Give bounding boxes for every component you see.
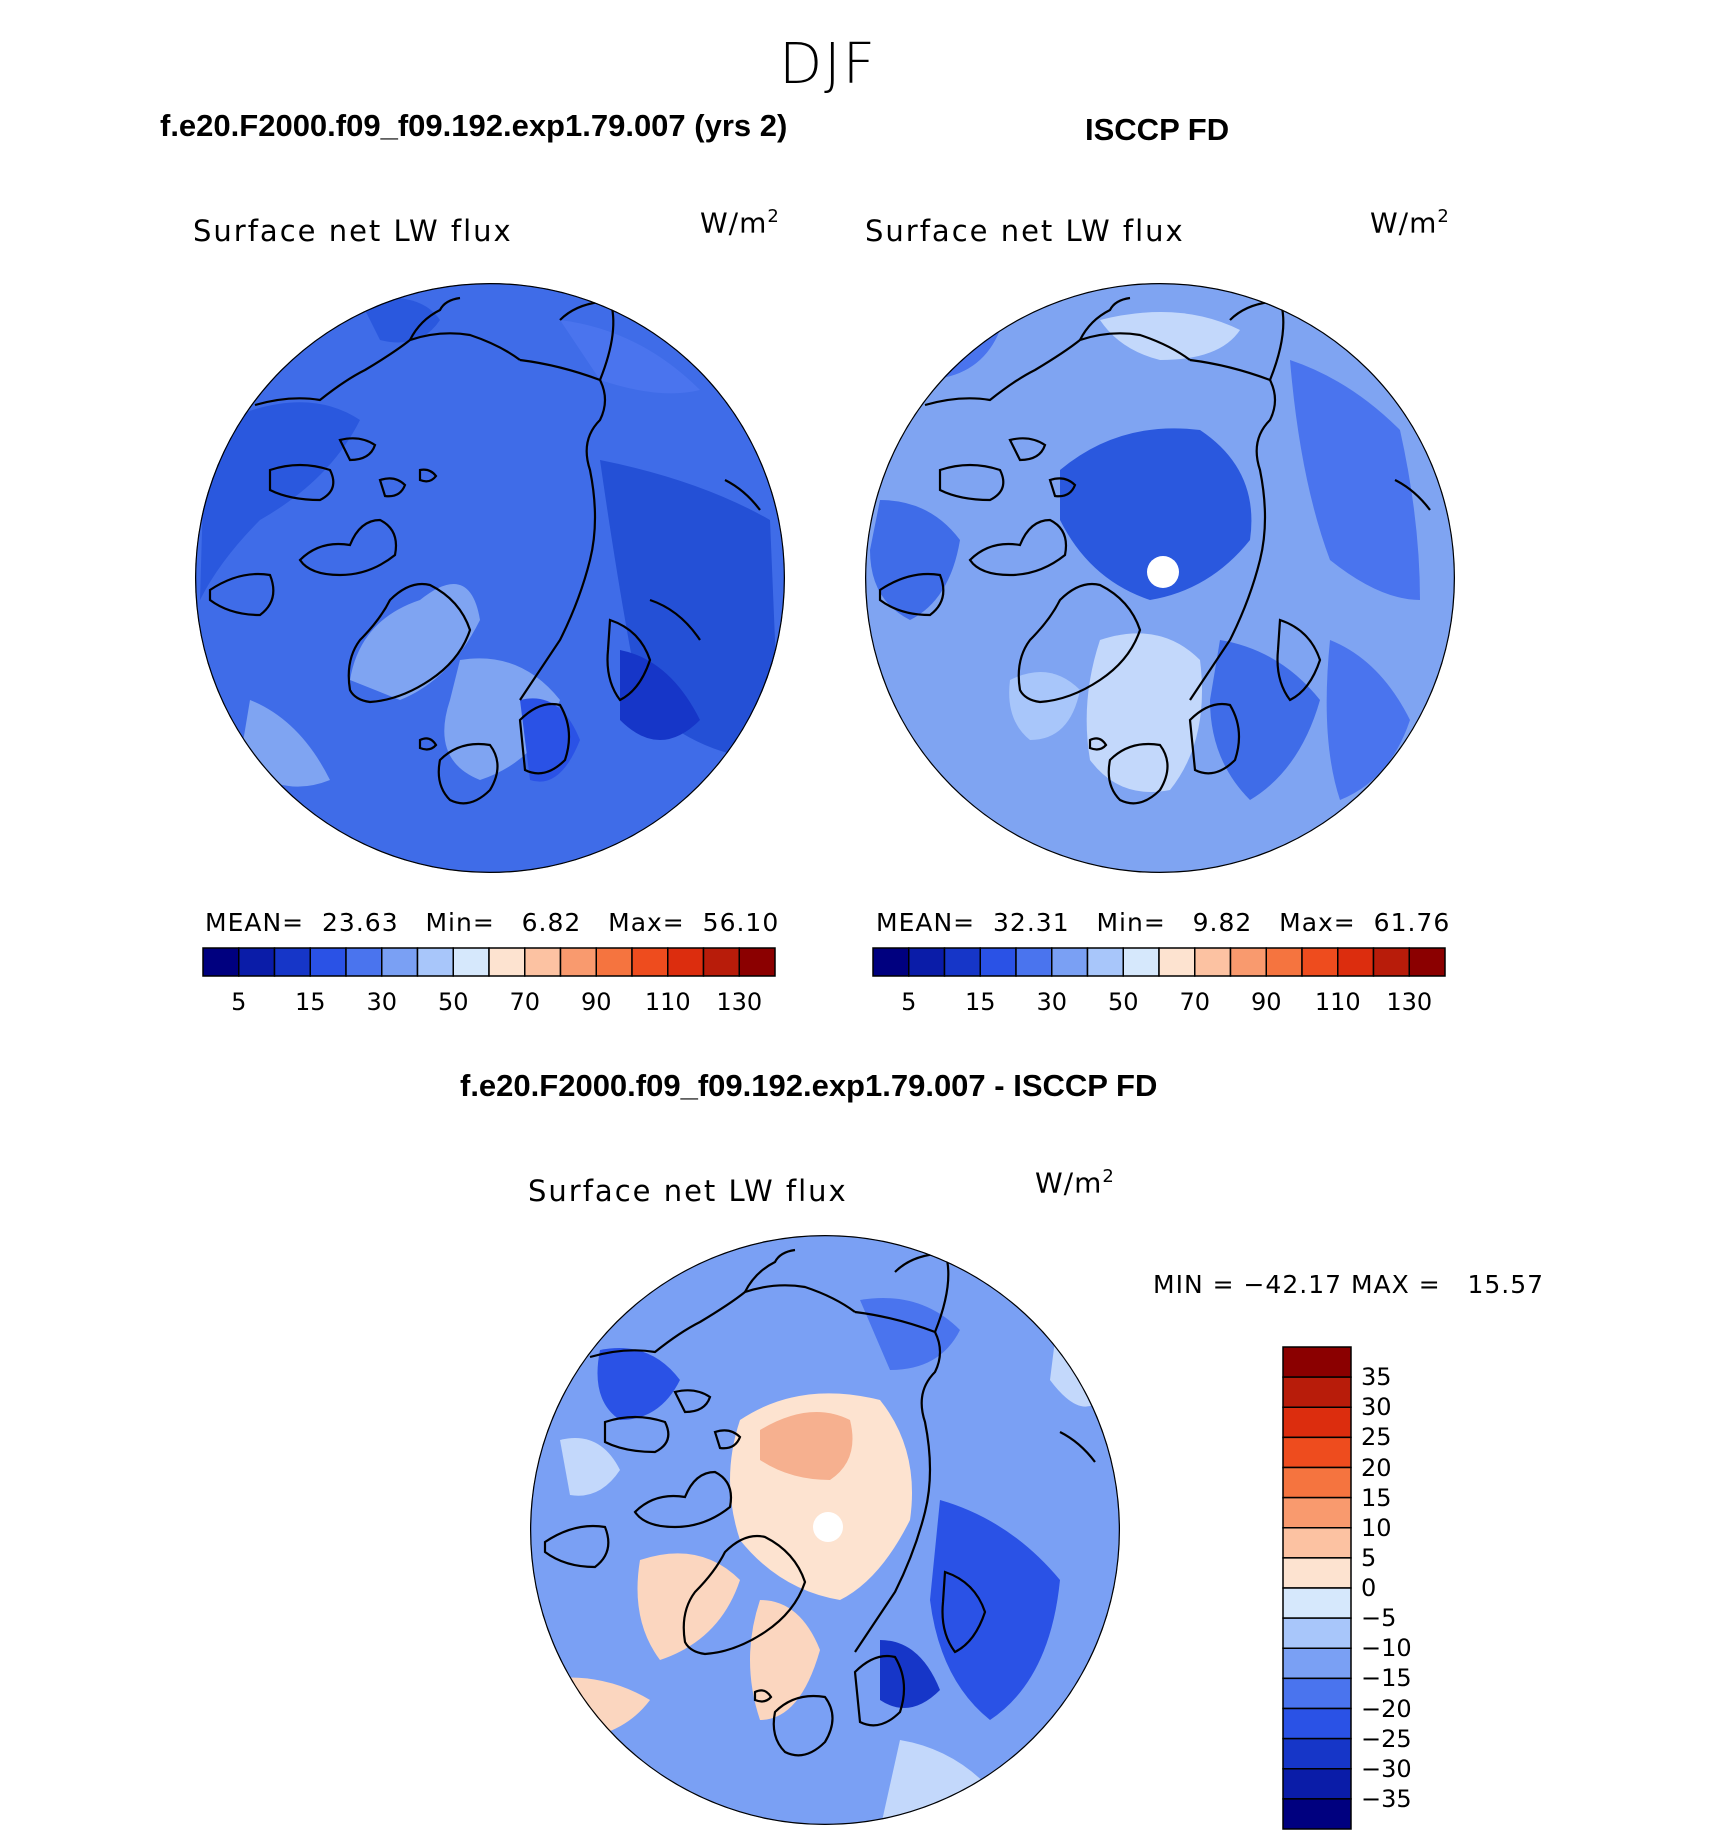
diff-variable-label: Surface net LW flux	[528, 1174, 848, 1208]
colorbar-tick-label: −35	[1361, 1784, 1412, 1813]
colorbar-swatch	[1282, 1707, 1352, 1740]
colorbar-swatch	[1282, 1406, 1352, 1439]
colorbar-tick-label: 110	[644, 988, 691, 1016]
colorbar-swatch	[872, 947, 910, 977]
colorbar-tick-label: 30	[366, 988, 398, 1016]
obs-variable-label: Surface net LW flux	[865, 214, 1185, 248]
obs-panel-title: ISCCP FD	[1085, 112, 1230, 147]
colorbar-tick-label: 110	[1314, 988, 1361, 1016]
colorbar-swatch	[1282, 1557, 1352, 1589]
colorbar-swatch	[1282, 1798, 1352, 1830]
colorbar-swatch	[908, 947, 946, 977]
colorbar-swatch	[1372, 947, 1410, 977]
colorbar-swatch	[1158, 947, 1196, 977]
colorbar-swatch	[1265, 947, 1303, 977]
colorbar-swatch	[1282, 1376, 1352, 1408]
colorbar-swatch	[943, 947, 981, 977]
colorbar-swatch	[1122, 947, 1160, 977]
colorbar-tick-label: 30	[1361, 1393, 1392, 1422]
colorbar-swatch	[1015, 947, 1053, 977]
obs-stats: MEAN= 32.31 Min= 9.82 Max= 61.76	[876, 908, 1451, 937]
colorbar-tick-label: 15	[964, 988, 996, 1016]
colorbar-swatch	[1282, 1768, 1352, 1800]
colorbar-tick-label: 130	[1386, 988, 1433, 1016]
colorbar-swatch	[1051, 947, 1089, 977]
colorbar-tick-label: 25	[1361, 1423, 1392, 1452]
colorbar-swatch	[1086, 947, 1124, 977]
colorbar-swatch	[309, 947, 347, 977]
season-title: DJF	[779, 32, 877, 97]
colorbar-swatch	[381, 947, 419, 977]
model-variable-label: Surface net LW flux	[193, 214, 513, 248]
colorbar-tick-label: 15	[294, 988, 326, 1016]
colorbar-swatch	[559, 947, 597, 977]
model-units: W/m2	[700, 206, 780, 240]
colorbar-tick-label: 35	[1361, 1363, 1392, 1392]
obs-units: W/m2	[1370, 206, 1450, 240]
colorbar-swatch	[1229, 947, 1267, 977]
colorbar-swatch	[667, 947, 705, 977]
colorbar-swatch	[273, 947, 311, 977]
colorbar-swatch	[738, 947, 776, 977]
obs-colorbar	[872, 947, 1446, 977]
colorbar-tick-label: 70	[509, 988, 541, 1016]
colorbar-swatch	[595, 947, 633, 977]
colorbar-swatch	[1337, 947, 1375, 977]
colorbar-tick-label: −20	[1361, 1694, 1412, 1723]
colorbar-swatch	[488, 947, 526, 977]
colorbar-swatch	[524, 947, 562, 977]
colorbar-tick-label: 30	[1036, 988, 1068, 1016]
colorbar-tick-label: 130	[716, 988, 763, 1016]
colorbar-tick-label: 70	[1179, 988, 1211, 1016]
colorbar-tick-label: 5	[901, 988, 917, 1016]
diff-units: W/m2	[1035, 1166, 1115, 1200]
colorbar-tick-label: 20	[1361, 1453, 1392, 1482]
colorbar-swatch	[631, 947, 669, 977]
colorbar-swatch	[238, 947, 276, 977]
colorbar-swatch	[1194, 947, 1232, 977]
colorbar-swatch	[1301, 947, 1339, 977]
colorbar-tick-label: 90	[1250, 988, 1282, 1016]
model-colorbar	[202, 947, 776, 977]
colorbar-swatch	[416, 947, 454, 977]
colorbar-swatch	[1408, 947, 1446, 977]
colorbar-swatch	[1282, 1527, 1352, 1559]
colorbar-tick-label: −30	[1361, 1754, 1412, 1783]
diff-colorbar	[1282, 1346, 1352, 1830]
colorbar-tick-label: −10	[1361, 1634, 1412, 1663]
obs-polar-map	[865, 283, 1455, 873]
colorbar-tick-label: 0	[1361, 1574, 1377, 1602]
colorbar-tick-label: −25	[1361, 1724, 1412, 1753]
colorbar-tick-label: 5	[1361, 1543, 1377, 1572]
model-panel-title: f.e20.F2000.f09_f09.192.exp1.79.007 (yrs…	[160, 108, 788, 143]
colorbar-swatch	[1282, 1737, 1352, 1770]
colorbar-swatch	[1282, 1587, 1352, 1619]
colorbar-swatch	[1282, 1496, 1352, 1529]
colorbar-swatch	[979, 947, 1017, 977]
diff-polar-map	[530, 1235, 1120, 1825]
diff-stats: MIN = −42.17 MAX = 15.57	[1153, 1270, 1545, 1299]
colorbar-swatch	[702, 947, 740, 977]
colorbar-tick-label: 15	[1361, 1483, 1392, 1512]
colorbar-swatch	[1282, 1677, 1352, 1710]
colorbar-tick-label: −5	[1361, 1604, 1397, 1633]
colorbar-tick-label: −15	[1361, 1664, 1412, 1693]
colorbar-tick-label: 10	[1361, 1513, 1392, 1542]
colorbar-tick-label: 50	[437, 988, 469, 1016]
colorbar-tick-label: 50	[1107, 988, 1139, 1016]
colorbar-swatch	[452, 947, 490, 977]
colorbar-swatch	[1282, 1617, 1352, 1649]
colorbar-tick-label: 90	[580, 988, 612, 1016]
model-polar-map	[195, 283, 785, 873]
colorbar-tick-label: 5	[231, 988, 247, 1016]
diff-panel-title: f.e20.F2000.f09_f09.192.exp1.79.007 - IS…	[460, 1068, 1158, 1103]
colorbar-swatch	[202, 947, 240, 977]
colorbar-swatch	[345, 947, 383, 977]
model-stats: MEAN= 23.63 Min= 6.82 Max= 56.10	[205, 908, 780, 937]
colorbar-swatch	[1282, 1346, 1352, 1378]
colorbar-swatch	[1282, 1436, 1352, 1469]
colorbar-swatch	[1282, 1466, 1352, 1499]
colorbar-swatch	[1282, 1647, 1352, 1680]
